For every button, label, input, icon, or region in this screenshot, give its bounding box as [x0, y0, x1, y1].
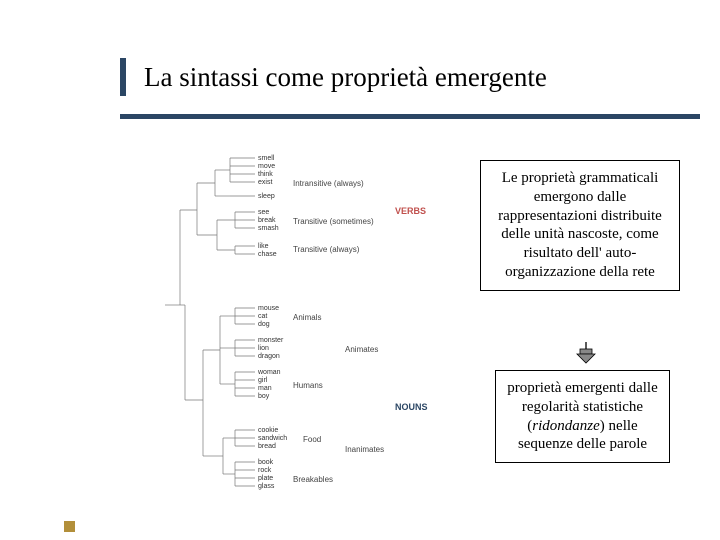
- leaf-like: like: [258, 243, 269, 250]
- group-trans-some: Transitive (sometimes): [293, 217, 374, 226]
- section-nouns: NOUNS: [395, 402, 428, 412]
- box1-text: Le proprietà grammaticali emergono dalle…: [498, 170, 662, 280]
- group-trans-always: Transitive (always): [293, 245, 360, 254]
- leaf-sandwich: sandwich: [258, 435, 287, 442]
- group-intransitive: Intransitive (always): [293, 179, 364, 188]
- leaf-man: man: [258, 385, 272, 392]
- leaf-boy: boy: [258, 393, 270, 400]
- leaf-think: think: [258, 171, 273, 178]
- leaf-mouse: mouse: [258, 305, 279, 312]
- explanation-box-1: Le proprietà grammaticali emergono dalle…: [480, 160, 680, 291]
- group-inanimates: Inanimates: [345, 445, 384, 454]
- leaf-cat: cat: [258, 313, 267, 320]
- leaf-chase: chase: [258, 251, 277, 258]
- leaf-glass: glass: [258, 483, 275, 490]
- leaf-rock: rock: [258, 467, 272, 474]
- group-animals: Animals: [293, 313, 321, 322]
- leaf-see: see: [258, 209, 269, 216]
- leaf-smell: smell: [258, 155, 275, 162]
- leaf-lion: lion: [258, 345, 269, 352]
- page-title: La sintassi come proprietà emergente: [144, 62, 547, 93]
- leaf-monster: monster: [258, 337, 284, 344]
- box2-text-italic: ridondanze: [532, 418, 600, 434]
- explanation-box-2: proprietà emergenti dalle regolarità sta…: [495, 370, 670, 463]
- title-block: La sintassi come proprietà emergente: [120, 58, 700, 119]
- title-accent-bar: [120, 58, 126, 96]
- footer-bullet-icon: [64, 521, 75, 532]
- leaf-girl: girl: [258, 377, 268, 384]
- group-food: Food: [303, 435, 321, 444]
- leaf-smash: smash: [258, 225, 279, 232]
- group-animates: Animates: [345, 345, 378, 354]
- leaf-woman: woman: [257, 369, 281, 376]
- dendrogram: smell move think exist sleep see break s…: [135, 150, 445, 530]
- leaf-dog: dog: [258, 321, 270, 328]
- leaf-cookie: cookie: [258, 427, 278, 434]
- leaf-sleep: sleep: [258, 193, 275, 200]
- leaf-exist: exist: [258, 179, 272, 186]
- dendrogram-svg: smell move think exist sleep see break s…: [135, 150, 445, 530]
- leaf-move: move: [258, 163, 275, 170]
- title-underline: [120, 114, 700, 119]
- leaf-bread: bread: [258, 443, 276, 450]
- leaf-plate: plate: [258, 475, 273, 482]
- group-humans: Humans: [293, 381, 323, 390]
- leaf-dragon: dragon: [258, 353, 280, 360]
- group-breakables: Breakables: [293, 475, 333, 484]
- leaf-break: break: [258, 217, 276, 224]
- arrow-down-icon: [576, 342, 596, 364]
- section-verbs: VERBS: [395, 206, 426, 216]
- leaf-book: book: [258, 459, 274, 466]
